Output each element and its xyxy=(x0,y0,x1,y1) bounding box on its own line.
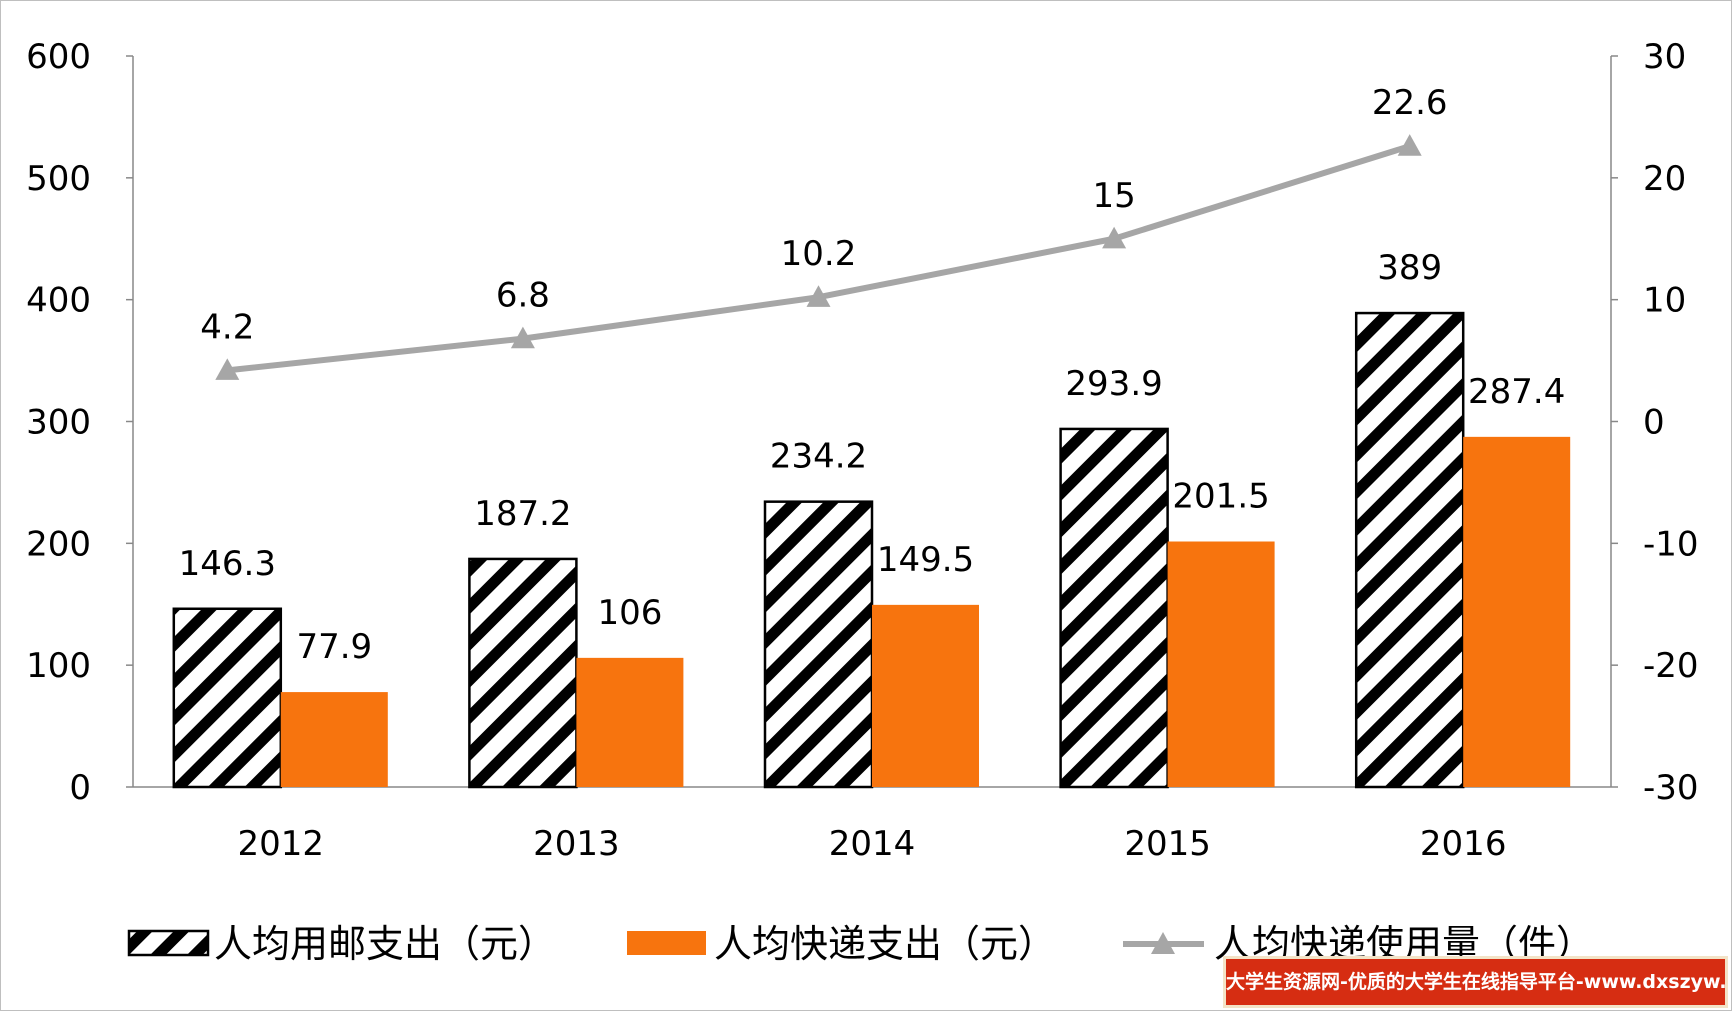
bar-postal-spending xyxy=(763,500,874,789)
legend-label-express: 人均快递支出（元） xyxy=(714,922,1056,966)
bar-express-spending xyxy=(576,657,684,787)
data-label-express-usage: 10.2 xyxy=(781,234,857,274)
y-left-tick-label: 400 xyxy=(26,281,91,321)
bar-express-spending xyxy=(872,604,979,787)
y-right-tick-label: 0 xyxy=(1643,403,1665,443)
y-right-tick-label: -20 xyxy=(1643,646,1699,686)
legend-swatch-postal xyxy=(127,929,210,957)
legend-swatch-usage-marker xyxy=(1151,932,1175,954)
x-tick-label: 2015 xyxy=(1124,824,1211,864)
y-right-tick-label: -10 xyxy=(1643,524,1699,564)
y-right-tick-label: -30 xyxy=(1643,768,1699,808)
data-label-postal-spending: 146.3 xyxy=(179,544,276,584)
data-label-express-usage: 22.6 xyxy=(1372,83,1448,123)
point-express-usage xyxy=(1397,134,1422,156)
data-label-postal-spending: 293.9 xyxy=(1065,364,1162,404)
x-tick-label: 2016 xyxy=(1420,824,1507,864)
y-left-tick-label: 300 xyxy=(26,403,91,443)
data-label-express-spending: 106 xyxy=(597,593,662,633)
point-express-usage xyxy=(510,326,535,349)
y-left-tick-label: 0 xyxy=(69,768,91,808)
bar-postal-spending xyxy=(468,557,578,789)
data-label-postal-spending: 389 xyxy=(1377,248,1442,288)
legend-swatch-express xyxy=(627,931,706,955)
y-right-tick-label: 20 xyxy=(1643,159,1686,199)
data-label-postal-spending: 187.2 xyxy=(474,494,571,534)
x-tick-label: 2013 xyxy=(533,824,620,864)
data-label-express-spending: 201.5 xyxy=(1172,477,1269,517)
bar-postal-spending xyxy=(1354,311,1465,789)
x-tick-label: 2012 xyxy=(238,824,325,864)
y-left-tick-label: 500 xyxy=(26,159,91,199)
bar-postal-spending xyxy=(172,607,283,789)
x-tick-label: 2014 xyxy=(829,824,916,864)
data-label-express-spending: 149.5 xyxy=(877,540,974,580)
y-left-tick-label: 200 xyxy=(26,524,91,564)
watermark-banner: 大学生资源网-优质的大学生在线指导平台-www.dxszyw.cn xyxy=(1223,956,1728,1008)
data-label-express-spending: 77.9 xyxy=(296,627,372,667)
bar-express-spending xyxy=(1463,436,1571,787)
data-label-express-spending: 287.4 xyxy=(1468,372,1565,412)
y-right-tick-label: 30 xyxy=(1643,37,1686,77)
data-label-express-usage: 15 xyxy=(1092,176,1135,216)
point-express-usage xyxy=(215,358,240,380)
point-express-usage xyxy=(1102,226,1127,249)
bar-express-spending xyxy=(280,692,388,787)
data-label-express-usage: 6.8 xyxy=(496,276,550,316)
y-left-tick-label: 100 xyxy=(26,646,91,686)
legend-label-postal: 人均用邮支出（元） xyxy=(214,922,556,966)
bar-postal-spending xyxy=(1059,427,1169,789)
data-label-postal-spending: 234.2 xyxy=(770,437,867,477)
y-right-tick-label: 10 xyxy=(1643,281,1686,321)
point-express-usage xyxy=(806,285,831,307)
bar-express-spending xyxy=(1167,541,1275,787)
data-label-express-usage: 4.2 xyxy=(200,307,254,347)
y-left-tick-label: 600 xyxy=(26,37,91,77)
